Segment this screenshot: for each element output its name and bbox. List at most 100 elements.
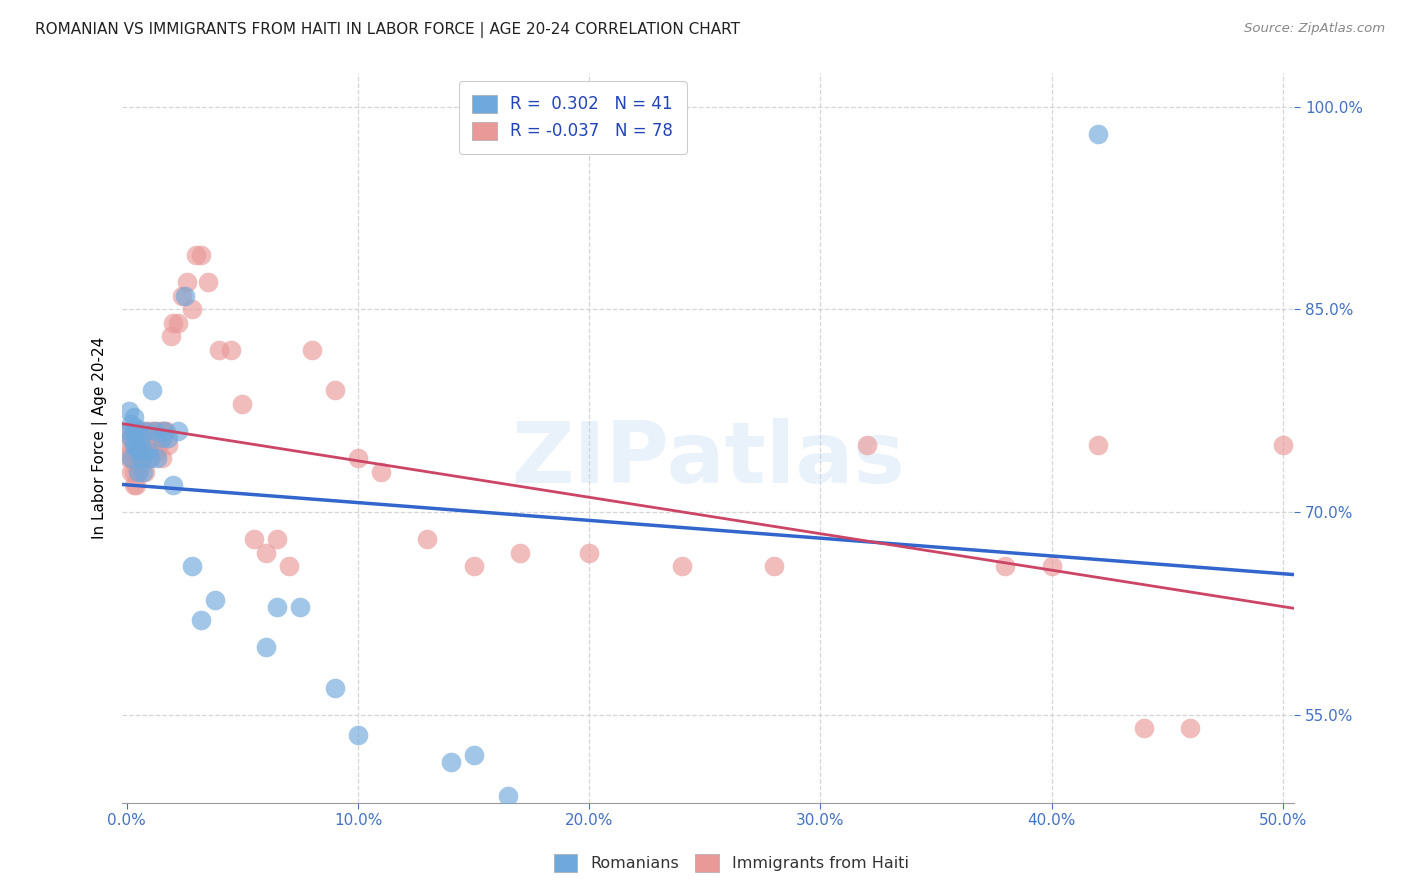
Point <box>121 450 143 465</box>
Point <box>153 424 176 438</box>
Point <box>132 424 155 438</box>
Point <box>125 478 148 492</box>
Point <box>463 748 485 763</box>
Point <box>208 343 231 357</box>
Point <box>347 450 370 465</box>
Point <box>118 424 141 438</box>
Point <box>190 613 212 627</box>
Point <box>136 437 159 451</box>
Point <box>129 444 152 458</box>
Point <box>141 437 163 451</box>
Point <box>118 450 141 465</box>
Point <box>439 755 461 769</box>
Point <box>162 316 184 330</box>
Text: ROMANIAN VS IMMIGRANTS FROM HAITI IN LABOR FORCE | AGE 20-24 CORRELATION CHART: ROMANIAN VS IMMIGRANTS FROM HAITI IN LAB… <box>35 22 740 38</box>
Point <box>146 431 169 445</box>
Point <box>176 276 198 290</box>
Point <box>122 478 145 492</box>
Point <box>1087 127 1109 141</box>
Point <box>254 640 277 655</box>
Point <box>132 465 155 479</box>
Point <box>121 431 143 445</box>
Point <box>139 450 162 465</box>
Point <box>132 437 155 451</box>
Point <box>134 465 156 479</box>
Point <box>125 440 148 454</box>
Point <box>277 559 299 574</box>
Point <box>1271 437 1294 451</box>
Point <box>139 450 162 465</box>
Point <box>127 437 149 451</box>
Point <box>122 465 145 479</box>
Point <box>132 444 155 458</box>
Point <box>122 424 145 438</box>
Point <box>347 728 370 742</box>
Legend: R =  0.302   N = 41, R = -0.037   N = 78: R = 0.302 N = 41, R = -0.037 N = 78 <box>458 81 686 153</box>
Point <box>118 403 141 417</box>
Point <box>127 424 149 438</box>
Point <box>172 289 194 303</box>
Point <box>166 316 188 330</box>
Point <box>148 437 170 451</box>
Point <box>150 424 173 438</box>
Point <box>127 465 149 479</box>
Point <box>121 444 143 458</box>
Point <box>994 559 1017 574</box>
Point <box>155 424 177 438</box>
Point <box>323 681 346 695</box>
Point <box>323 384 346 398</box>
Point <box>157 437 180 451</box>
Point <box>290 599 312 614</box>
Point <box>146 444 169 458</box>
Point <box>498 789 520 803</box>
Point <box>129 431 152 445</box>
Point <box>118 437 141 451</box>
Point <box>134 424 156 438</box>
Point <box>266 599 288 614</box>
Point <box>129 450 152 465</box>
Point <box>129 431 152 445</box>
Point <box>122 437 145 451</box>
Point <box>136 424 159 438</box>
Point <box>143 424 166 438</box>
Point <box>416 532 439 546</box>
Point <box>180 559 202 574</box>
Point <box>132 450 155 465</box>
Point <box>146 450 169 465</box>
Point <box>127 450 149 465</box>
Point <box>243 532 266 546</box>
Point <box>162 478 184 492</box>
Point <box>136 444 159 458</box>
Point <box>125 431 148 445</box>
Point <box>121 417 143 432</box>
Point <box>122 450 145 465</box>
Point <box>509 545 531 559</box>
Point <box>1133 721 1156 735</box>
Point <box>254 545 277 559</box>
Point <box>1087 437 1109 451</box>
Legend: Romanians, Immigrants from Haiti: Romanians, Immigrants from Haiti <box>546 847 917 880</box>
Point <box>173 289 195 303</box>
Point <box>125 444 148 458</box>
Point <box>671 559 693 574</box>
Text: Source: ZipAtlas.com: Source: ZipAtlas.com <box>1244 22 1385 36</box>
Point <box>121 431 143 445</box>
Point <box>150 450 173 465</box>
Point <box>197 276 219 290</box>
Point <box>370 465 392 479</box>
Point <box>219 343 242 357</box>
Text: ZIPatlas: ZIPatlas <box>512 418 905 501</box>
Point <box>186 248 208 262</box>
Point <box>122 410 145 425</box>
Point <box>127 465 149 479</box>
Point <box>125 458 148 472</box>
Point <box>121 465 143 479</box>
Point <box>148 424 170 438</box>
Point <box>122 437 145 451</box>
Point <box>463 559 485 574</box>
Point <box>204 593 226 607</box>
Point <box>127 444 149 458</box>
Point <box>125 431 148 445</box>
Point <box>129 458 152 472</box>
Point <box>141 384 163 398</box>
